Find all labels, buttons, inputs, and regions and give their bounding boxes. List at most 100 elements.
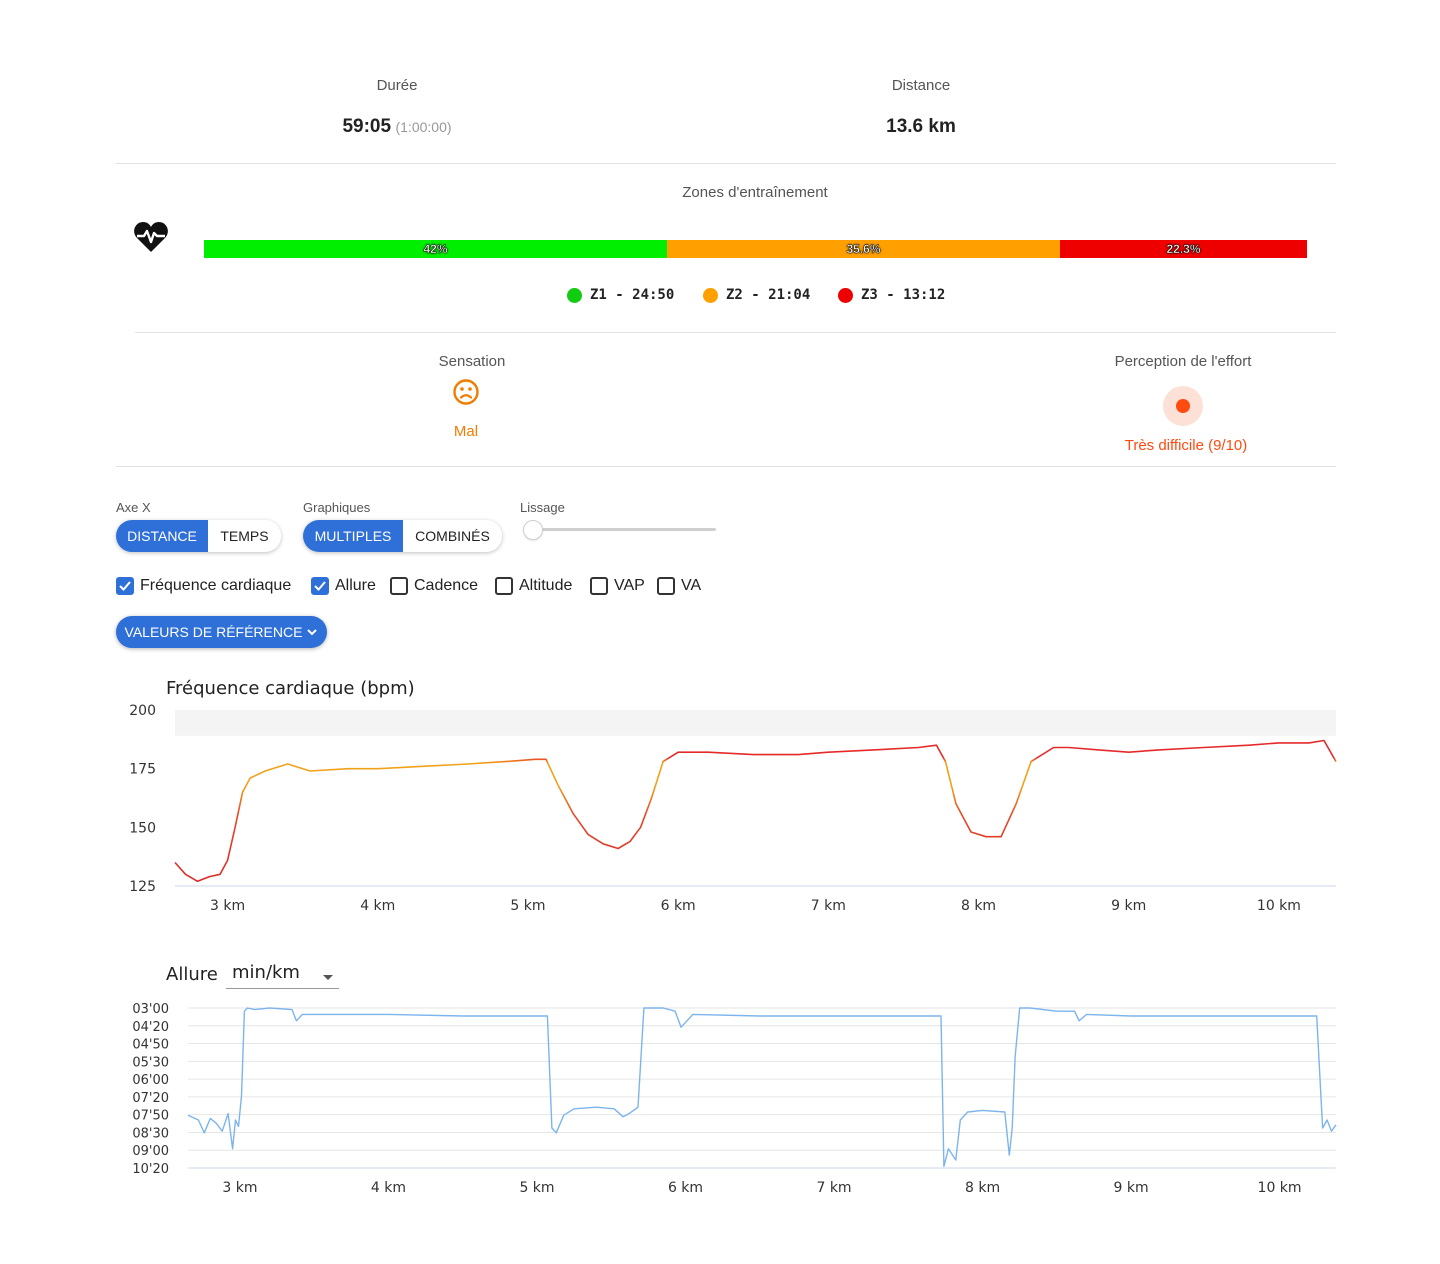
zone-bar-1: 42% bbox=[204, 240, 667, 258]
hr-y-tick-label: 200 bbox=[129, 703, 156, 719]
divider bbox=[116, 466, 1336, 467]
lissage-slider-track[interactable] bbox=[530, 528, 716, 531]
pace-y-tick-label: 10'20 bbox=[132, 1162, 169, 1177]
reference-values-button[interactable]: VALEURS DE RÉFÉRENCE bbox=[116, 616, 327, 648]
caret-down-icon bbox=[323, 969, 333, 987]
sensation-value: Mal bbox=[453, 423, 479, 440]
pace-chart: 03'00 04'20 04'50 05'30 06'00 07'20 07'50 08'30… bbox=[132, 1002, 1337, 1196]
pace-x-tick-label: 9 km bbox=[1113, 1180, 1148, 1196]
pace-y-tick-label: 07'20 bbox=[132, 1091, 169, 1106]
checkbox-label: VAP bbox=[614, 577, 645, 594]
divider bbox=[135, 332, 1336, 333]
hr-chart: 125 150 175 200 3 km 4 km 5 km 6 km 7 km 8 km 9 km… bbox=[129, 703, 1337, 914]
checkbox-unchecked-icon[interactable] bbox=[657, 577, 675, 595]
divider bbox=[116, 163, 1336, 164]
duration-main: 59:05 bbox=[342, 116, 392, 137]
hr-x-tick-label: 8 km bbox=[961, 898, 996, 914]
zone-z2-dot bbox=[703, 287, 718, 303]
pace-y-tick-label: 04'20 bbox=[132, 1020, 169, 1035]
checkbox-va[interactable]: VA bbox=[657, 577, 701, 595]
distance-value: 13.6 km bbox=[886, 116, 956, 137]
zone-legend-z2: Z2 - 21:04 bbox=[703, 287, 810, 303]
pace-y-tick-label: 04'50 bbox=[132, 1038, 169, 1053]
duration-label: Durée bbox=[376, 77, 418, 94]
zone-z3-text: Z3 - 13:12 bbox=[861, 287, 946, 303]
hr-x-tick-label: 9 km bbox=[1111, 898, 1146, 914]
checkbox-label: Cadence bbox=[414, 577, 479, 594]
lissage-label: Lissage bbox=[520, 500, 565, 515]
checkbox-unchecked-icon[interactable] bbox=[390, 577, 408, 595]
hr-max-band bbox=[175, 710, 1336, 736]
pace-chart-title: Allure bbox=[166, 964, 218, 985]
effort-value: Très difficile (9/10) bbox=[1124, 437, 1248, 454]
pace-series-line bbox=[187, 1007, 1337, 1168]
zone-bar-3: 22.3% bbox=[1060, 240, 1307, 258]
hr-x-tick-label: 10 km bbox=[1257, 898, 1301, 914]
checkbox-checked-icon[interactable] bbox=[116, 577, 134, 595]
pace-unit-select[interactable]: min/km bbox=[226, 962, 339, 989]
axe-x-toggle: DISTANCE TEMPS bbox=[116, 520, 281, 552]
zone-legend-z3: Z3 - 13:12 bbox=[838, 287, 945, 303]
pace-y-tick-label: 07'50 bbox=[132, 1109, 169, 1124]
sensation-label: Sensation bbox=[438, 353, 506, 370]
zone-z2-text: Z2 - 21:04 bbox=[726, 287, 811, 303]
graphiques-label: Graphiques bbox=[303, 500, 371, 515]
pace-unit-value: min/km bbox=[232, 962, 300, 983]
sad-face-icon bbox=[452, 378, 480, 406]
hr-y-tick-label: 175 bbox=[129, 762, 156, 778]
checkbox-label: Altitude bbox=[519, 577, 573, 594]
zone-z1-text: Z1 - 24:50 bbox=[590, 287, 675, 303]
checkbox-allure[interactable]: Allure bbox=[311, 577, 376, 595]
checkbox-unchecked-icon[interactable] bbox=[590, 577, 608, 595]
zone-bar-2: 35.6% bbox=[667, 240, 1060, 258]
effort-indicator bbox=[1163, 386, 1203, 426]
zone-z1-dot bbox=[567, 287, 582, 303]
hr-chart-title: Fréquence cardiaque (bpm) bbox=[166, 678, 415, 699]
checkbox-altitude[interactable]: Altitude bbox=[495, 577, 572, 595]
pace-x-tick-label: 4 km bbox=[371, 1180, 406, 1196]
axe-x-label: Axe X bbox=[116, 500, 151, 515]
pace-y-tick-label: 09'00 bbox=[132, 1144, 169, 1159]
lissage-slider-thumb[interactable] bbox=[523, 520, 543, 540]
hr-x-tick-label: 3 km bbox=[210, 898, 245, 914]
effort-dot bbox=[1176, 399, 1190, 413]
checkbox-checked-icon[interactable] bbox=[311, 577, 329, 595]
duration-value: 59:05 (1:00:00) bbox=[247, 116, 547, 138]
pace-y-tick-label: 08'30 bbox=[132, 1126, 169, 1141]
zone-legend-z1: Z1 - 24:50 bbox=[567, 287, 674, 303]
distance-label: Distance bbox=[891, 77, 951, 94]
pace-y-tick-label: 06'00 bbox=[132, 1073, 169, 1088]
effort-label: Perception de l'effort bbox=[1114, 353, 1252, 370]
graph-combines-button[interactable]: COMBINÉS bbox=[403, 520, 502, 552]
hr-y-tick-label: 150 bbox=[129, 820, 156, 836]
hr-series-line bbox=[174, 739, 1337, 883]
checkbox-label: Allure bbox=[335, 577, 376, 594]
pace-y-tick-label: 05'30 bbox=[132, 1055, 169, 1070]
checkbox-unchecked-icon[interactable] bbox=[495, 577, 513, 595]
zone-z3-dot bbox=[838, 287, 853, 303]
chevron-down-icon bbox=[306, 624, 318, 640]
hr-x-tick-label: 4 km bbox=[360, 898, 395, 914]
graph-multiples-button[interactable]: MULTIPLES bbox=[303, 520, 403, 552]
checkbox-vap[interactable]: VAP bbox=[590, 577, 645, 595]
pace-x-tick-label: 6 km bbox=[668, 1180, 703, 1196]
hr-x-tick-label: 6 km bbox=[661, 898, 696, 914]
axe-distance-button[interactable]: DISTANCE bbox=[116, 520, 208, 552]
checkbox-cadence[interactable]: Cadence bbox=[390, 577, 478, 595]
pace-x-tick-label: 7 km bbox=[816, 1180, 851, 1196]
hr-x-tick-label: 5 km bbox=[510, 898, 545, 914]
heart-rate-icon bbox=[133, 220, 169, 254]
checkbox-label: Fréquence cardiaque bbox=[140, 577, 292, 594]
zones-title: Zones d'entraînement bbox=[682, 184, 828, 201]
checkbox-frequence-cardiaque[interactable]: Fréquence cardiaque bbox=[116, 577, 291, 595]
hr-x-tick-label: 7 km bbox=[811, 898, 846, 914]
axe-temps-button[interactable]: TEMPS bbox=[208, 520, 281, 552]
reference-values-label: VALEURS DE RÉFÉRENCE bbox=[124, 624, 303, 640]
pace-x-tick-label: 5 km bbox=[519, 1180, 554, 1196]
pace-x-tick-label: 8 km bbox=[965, 1180, 1000, 1196]
pace-x-tick-label: 3 km bbox=[222, 1180, 257, 1196]
checkbox-label: VA bbox=[681, 577, 702, 594]
hr-y-tick-label: 125 bbox=[129, 879, 156, 895]
pace-y-tick-label: 03'00 bbox=[132, 1002, 169, 1017]
pace-x-tick-label: 10 km bbox=[1258, 1180, 1302, 1196]
